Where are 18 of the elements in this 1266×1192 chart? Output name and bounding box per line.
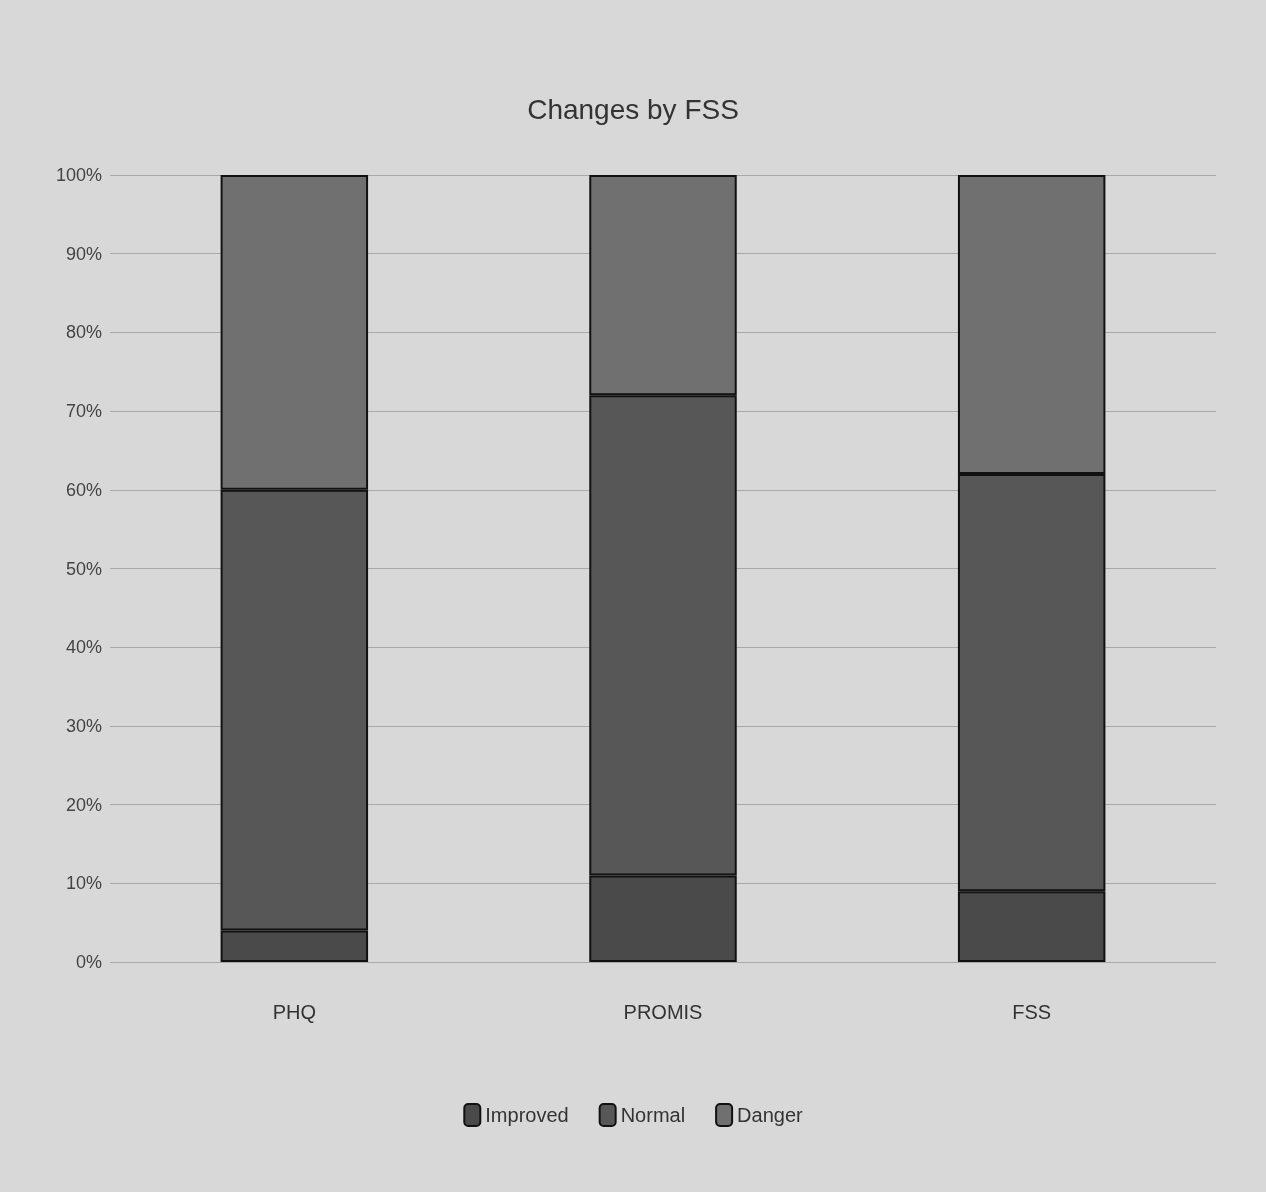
y-tick-label: 30% <box>65 715 102 736</box>
y-tick-label: 80% <box>65 322 102 343</box>
x-tick-label: FSS <box>1012 1001 1052 1023</box>
y-tick-label: 0% <box>75 952 102 972</box>
y-tick-label: 60% <box>65 479 102 500</box>
y-tick-label: 90% <box>65 243 102 264</box>
legend-label: Danger <box>737 1104 804 1126</box>
y-tick-label: 40% <box>65 637 102 658</box>
y-tick-label: 10% <box>65 873 102 894</box>
y-tick-label: 50% <box>65 558 102 579</box>
chart-title: Changes by FSS <box>527 93 739 125</box>
legend-label: Normal <box>620 1104 686 1126</box>
y-tick-label: 70% <box>65 401 102 422</box>
x-tick-label: PROMIS <box>623 1001 703 1023</box>
y-tick-label: 20% <box>65 794 102 815</box>
x-tick-label: PHQ <box>272 1001 317 1023</box>
y-tick-label: 100% <box>55 165 102 185</box>
legend-label: Improved <box>485 1104 569 1126</box>
